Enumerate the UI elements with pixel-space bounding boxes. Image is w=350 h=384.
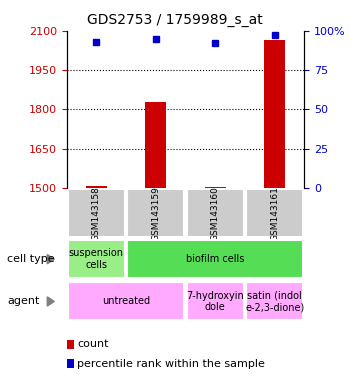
Bar	[86, 186, 107, 188]
Bar	[246, 283, 303, 320]
Text: GSM143160: GSM143160	[211, 186, 220, 240]
Bar	[264, 40, 285, 188]
Text: suspension
cells: suspension cells	[69, 248, 124, 270]
Text: GSM143158: GSM143158	[92, 186, 101, 240]
Text: 7-hydroxyin
dole: 7-hydroxyin dole	[186, 291, 244, 312]
Text: untreated: untreated	[102, 296, 150, 306]
Bar	[68, 240, 125, 278]
Bar	[246, 189, 303, 237]
Text: cell type: cell type	[7, 254, 55, 264]
Bar	[68, 283, 184, 320]
Text: count: count	[77, 339, 108, 349]
Bar	[205, 187, 226, 188]
Bar	[187, 189, 244, 237]
Bar	[68, 189, 125, 237]
Text: GDS2753 / 1759989_s_at: GDS2753 / 1759989_s_at	[87, 13, 263, 27]
Text: GSM143161: GSM143161	[270, 186, 279, 240]
Bar	[127, 189, 184, 237]
Text: biofilm cells: biofilm cells	[186, 254, 244, 264]
Bar	[187, 283, 244, 320]
Bar	[127, 240, 303, 278]
Text: satin (indol
e-2,3-dione): satin (indol e-2,3-dione)	[245, 291, 304, 312]
Text: percentile rank within the sample: percentile rank within the sample	[77, 359, 265, 369]
Bar	[145, 101, 166, 188]
Text: agent: agent	[7, 296, 39, 306]
Text: GSM143159: GSM143159	[151, 186, 160, 240]
